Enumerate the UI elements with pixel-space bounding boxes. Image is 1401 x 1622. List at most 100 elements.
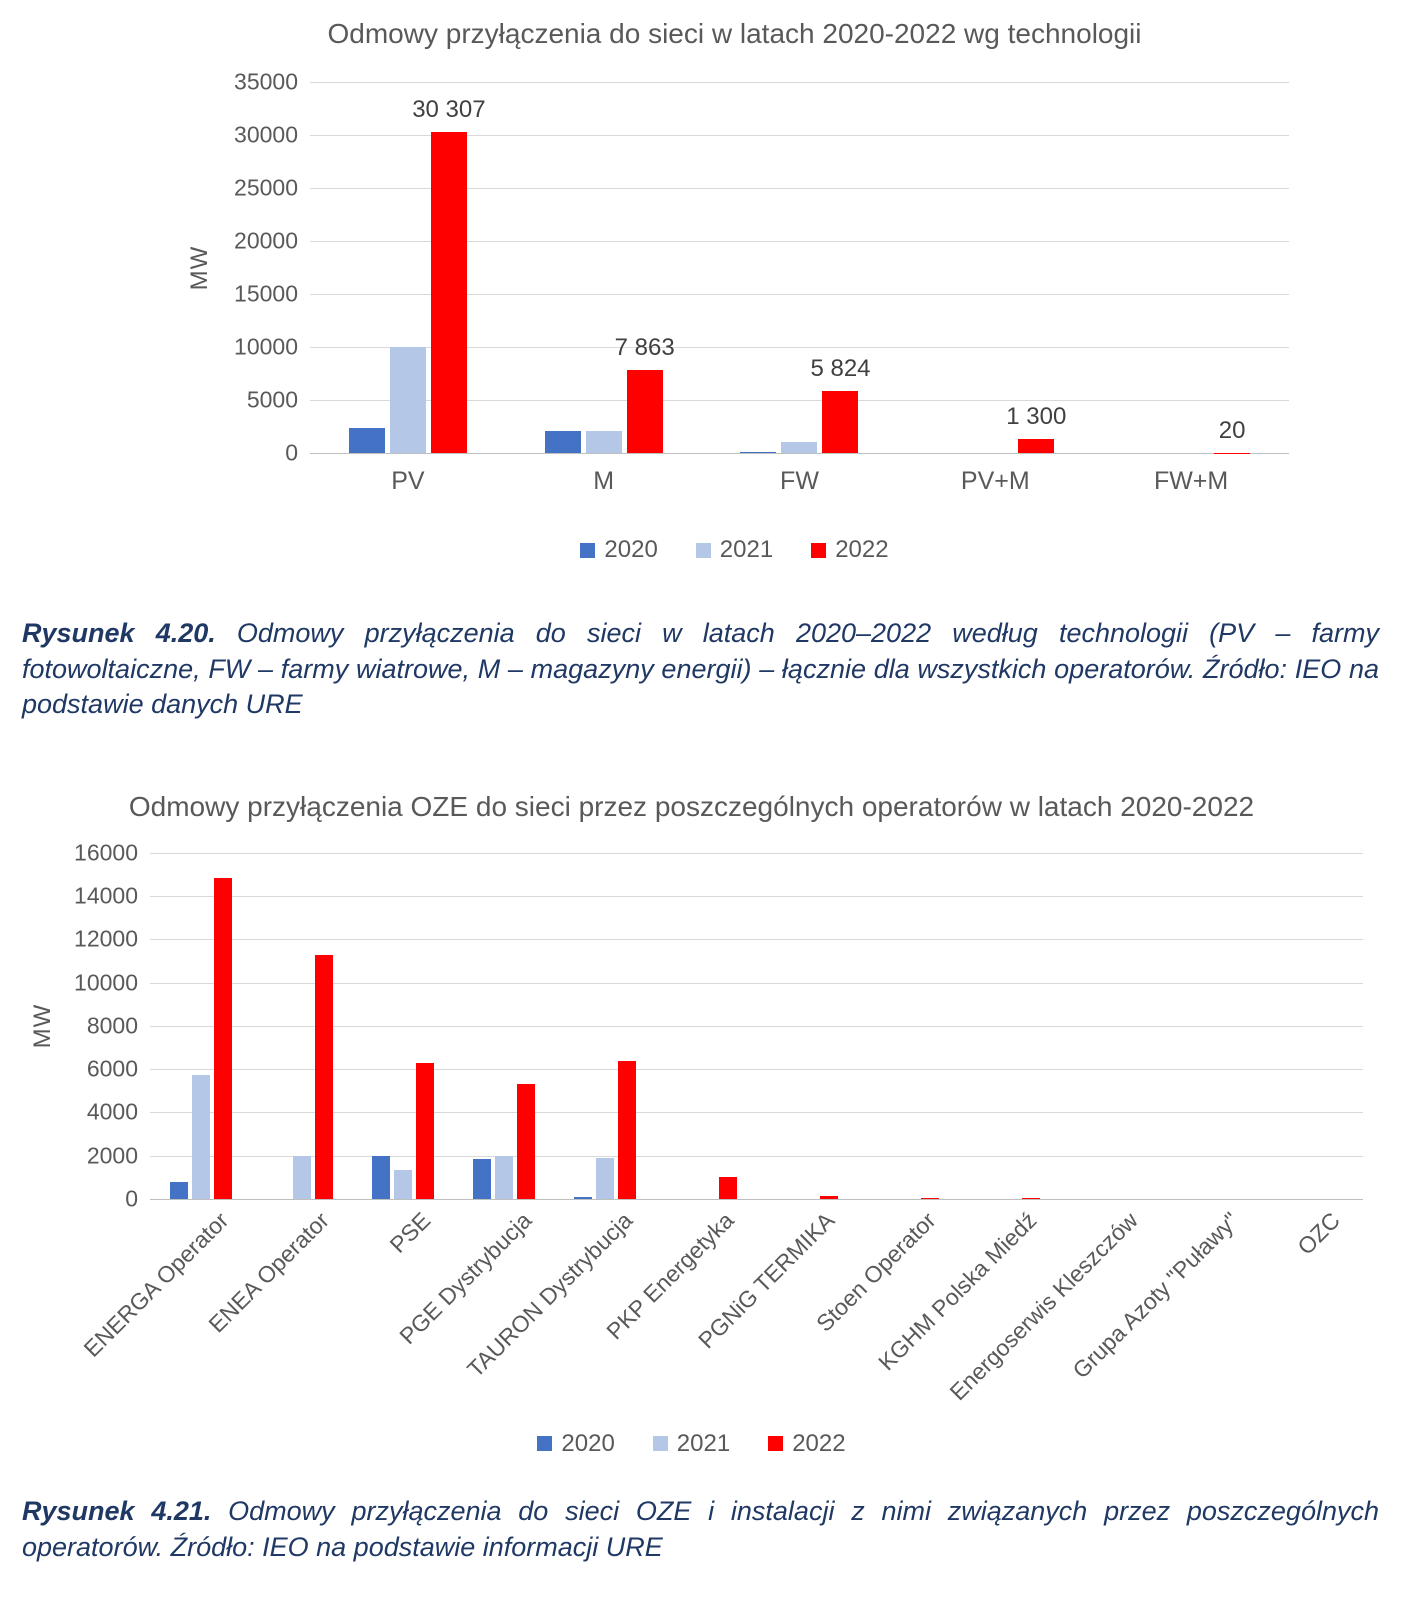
bar-slot: [349, 82, 385, 453]
data-label: 20: [1219, 417, 1246, 445]
figure-caption-text: Odmowy przyłączenia do sieci OZE i insta…: [22, 1496, 1379, 1562]
y-axis-title: MW: [180, 82, 220, 453]
bar-slot: [1123, 853, 1141, 1199]
y-tick-label: 4000: [87, 1099, 138, 1126]
bar-2022: [416, 1063, 434, 1199]
legend: 2020 2021 2022: [180, 536, 1289, 564]
legend-label: 2020: [604, 536, 657, 564]
gridline: [310, 453, 1289, 454]
bar-slot: [192, 853, 210, 1199]
bar-slot: [1325, 853, 1343, 1199]
x-category-label: FW: [702, 467, 898, 496]
bar-slot: [394, 853, 412, 1199]
bar-group: 30 307: [310, 82, 506, 453]
y-tick-label: 5000: [247, 387, 298, 414]
bar-slot: [697, 853, 715, 1199]
bar-2022: [431, 132, 467, 453]
x-category-label: TAURON Dystrybucja: [462, 1207, 638, 1383]
legend-item-2022: 2022: [811, 536, 888, 564]
y-tick-label: 25000: [234, 175, 298, 202]
bar-slot: [574, 853, 592, 1199]
bar-2022: [618, 1061, 636, 1199]
y-tick-label: 10000: [234, 334, 298, 361]
bar-slot: [372, 853, 390, 1199]
legend-swatch: [811, 543, 826, 558]
legend-label: 2022: [792, 1430, 845, 1458]
bar-slot: [293, 853, 311, 1199]
bar-slot: [798, 853, 816, 1199]
y-tick-label: 35000: [234, 69, 298, 96]
legend-label: 2022: [835, 536, 888, 564]
chart-title: Odmowy przyłączenia OZE do sieci przez p…: [20, 791, 1363, 823]
bar-2021: [394, 1170, 412, 1199]
bar-group: [453, 853, 554, 1199]
y-tick-label: 8000: [87, 1012, 138, 1039]
bar-group: [150, 853, 251, 1199]
bar-slot: [596, 853, 614, 1199]
bar-2021: [390, 347, 426, 453]
bar-2020: [170, 1182, 188, 1199]
bar-group: 20: [1093, 82, 1289, 453]
data-label: 30 307: [412, 96, 485, 124]
bar-group: [858, 853, 959, 1199]
bar-slot: 30 307: [431, 82, 467, 453]
y-tick-label: 16000: [74, 839, 138, 866]
bar-slot: [618, 853, 636, 1199]
y-tick-label: 30000: [234, 122, 298, 149]
bar-2021: [781, 442, 817, 453]
bar-group: [959, 853, 1060, 1199]
y-tick-label: 6000: [87, 1056, 138, 1083]
figure-caption-label: Rysunek 4.20.: [22, 618, 216, 648]
legend-swatch: [696, 543, 711, 558]
x-category-label: PV+M: [897, 467, 1093, 496]
bar-2022: [1018, 439, 1054, 453]
bar-slot: [214, 853, 232, 1199]
bar-group: [1060, 853, 1161, 1199]
bar-slot: [1224, 853, 1242, 1199]
legend-swatch: [537, 1436, 552, 1451]
bar-slot: 5 824: [822, 82, 858, 453]
bar-slot: [820, 853, 838, 1199]
bar-group: [352, 853, 453, 1199]
bar-slot: [1303, 853, 1321, 1199]
bar-slot: [1180, 853, 1198, 1199]
legend-label: 2021: [720, 536, 773, 564]
bar-group: [655, 853, 756, 1199]
y-tick-label: 2000: [87, 1142, 138, 1169]
x-category-label: ENERGA Operator: [78, 1207, 234, 1363]
bar-2022: [517, 1084, 535, 1199]
y-tick-label: 20000: [234, 228, 298, 255]
chart-refusals-by-technology: Odmowy przyłączenia do sieci w latach 20…: [180, 18, 1289, 564]
bar-2020: [349, 428, 385, 453]
bar-slot: [586, 82, 622, 453]
bar-slot: [271, 853, 289, 1199]
bar-slot: [1202, 853, 1220, 1199]
bar-slot: [877, 853, 895, 1199]
bar-slot: [495, 853, 513, 1199]
bar-2022: [822, 391, 858, 453]
bar-group: 7 863: [506, 82, 702, 453]
bar-slot: [390, 82, 426, 453]
chart-refusals-by-operator: Odmowy przyłączenia OZE do sieci przez p…: [20, 791, 1363, 1458]
bar-slot: [1281, 853, 1299, 1199]
bar-slot: [921, 853, 939, 1199]
bar-slot: [899, 853, 917, 1199]
bar-2022: [627, 370, 663, 453]
bar-slot: [675, 853, 693, 1199]
y-tick-label: 14000: [74, 883, 138, 910]
y-axis-title-text: MW: [29, 1004, 57, 1049]
bar-slot: [315, 853, 333, 1199]
y-tick-label: 10000: [74, 969, 138, 996]
bar-group: 5 824: [702, 82, 898, 453]
figure-caption-text: Odmowy przyłączenia do sieci w latach 20…: [22, 618, 1379, 719]
bar-slot: 20: [1214, 82, 1250, 453]
legend-swatch: [768, 1436, 783, 1451]
bar-slot: [473, 853, 491, 1199]
